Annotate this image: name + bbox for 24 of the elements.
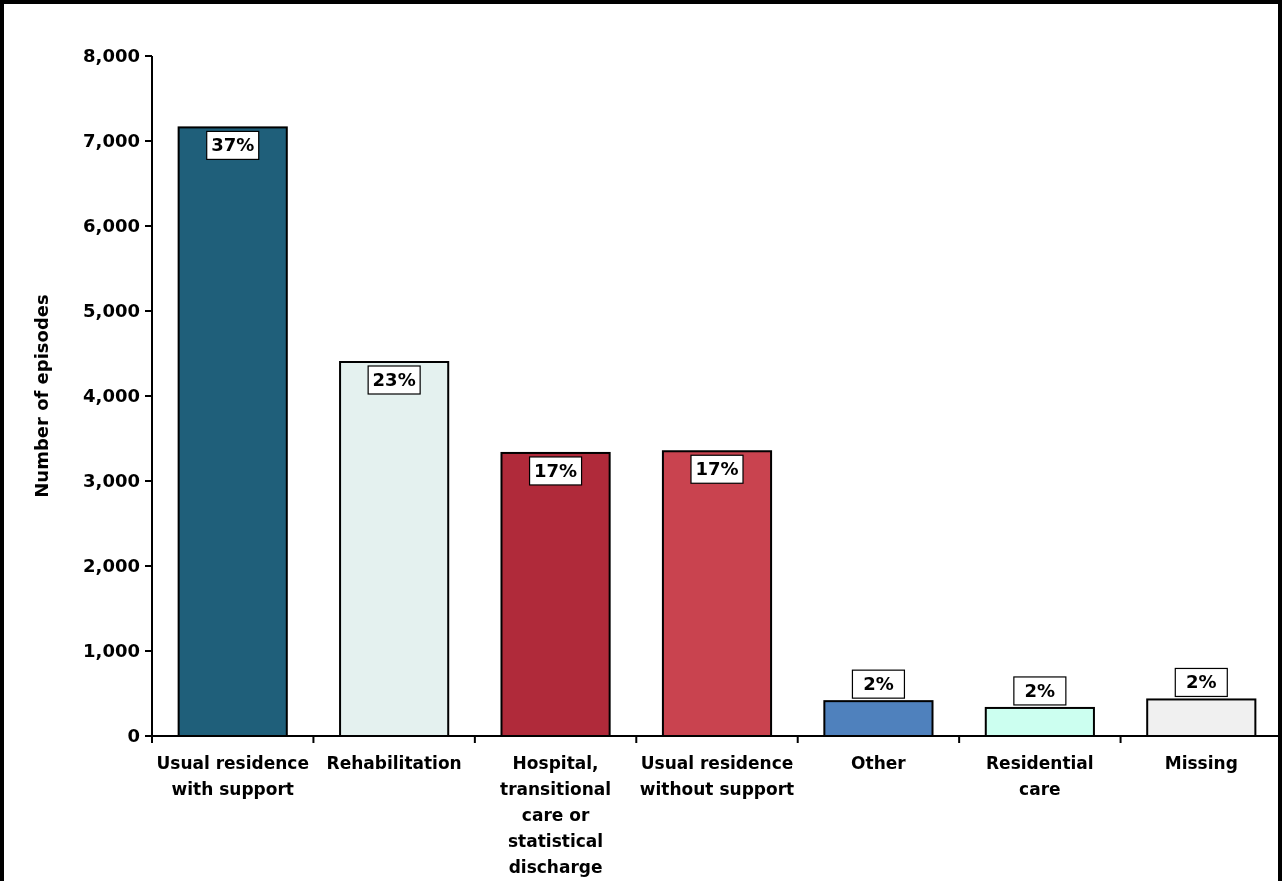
y-tick-label: 5,000 xyxy=(83,300,140,322)
x-tick-label: Usual residence with support xyxy=(156,753,309,799)
annotation: 2% xyxy=(863,673,894,695)
annotation: 2% xyxy=(1024,679,1056,701)
annotation: 17% xyxy=(534,459,578,481)
y-tick-label: 7,000 xyxy=(83,130,140,152)
y-tick-label: 2,000 xyxy=(83,555,140,577)
y-tick-label: 4,000 xyxy=(83,385,140,407)
x-tick-label: Rehabilitation xyxy=(326,753,462,773)
annotation: 17% xyxy=(695,458,739,480)
y-axis-title: Number of episodes xyxy=(31,294,52,498)
y-tick-label: 3,000 xyxy=(83,470,140,492)
x-tick-label: Hospital, transitional care or statistical discharge xyxy=(500,753,612,877)
annotation: 37% xyxy=(211,134,255,156)
x-tick-label: Residential care xyxy=(986,753,1094,799)
y-tick-label: 1,000 xyxy=(83,640,140,662)
y-tick-label: 0 xyxy=(127,725,140,747)
y-tick-label: 8,000 xyxy=(83,45,140,67)
x-tick-label: Other xyxy=(851,753,907,773)
x-tick-label: Usual residence without support xyxy=(639,753,795,799)
annotation: 2% xyxy=(1186,671,1217,693)
annotation: 23% xyxy=(372,369,416,390)
x-tick-label: Missing xyxy=(1164,753,1238,773)
y-tick-label: 6,000 xyxy=(83,215,140,237)
